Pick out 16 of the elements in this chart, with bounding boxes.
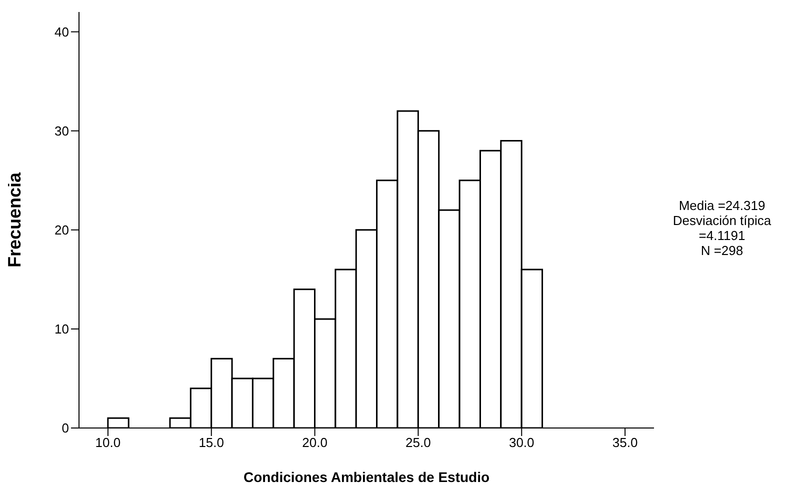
- y-tick-label: 0: [62, 420, 69, 436]
- x-tick-label: 35.0: [612, 435, 638, 450]
- text: N =298: [700, 243, 744, 258]
- text: Desviación típica: [672, 213, 772, 228]
- x-tick-label: 20.0: [302, 435, 328, 450]
- text: Media =24.319: [678, 198, 766, 213]
- y-tick-label: 40: [54, 24, 69, 40]
- x-tick-label: 15.0: [198, 435, 224, 450]
- y-tick-label: 20: [54, 222, 69, 238]
- y-tick-label: 30: [54, 123, 69, 138]
- x-tick-label: 30.0: [508, 435, 534, 450]
- y-tick-label: 10: [54, 322, 69, 337]
- x-axis-title: Condiciones Ambientales de Estudio: [243, 469, 490, 485]
- x-tick-label: 10.0: [95, 435, 121, 450]
- text: =4.1191: [698, 228, 746, 243]
- x-tick-label: 25.0: [406, 435, 431, 450]
